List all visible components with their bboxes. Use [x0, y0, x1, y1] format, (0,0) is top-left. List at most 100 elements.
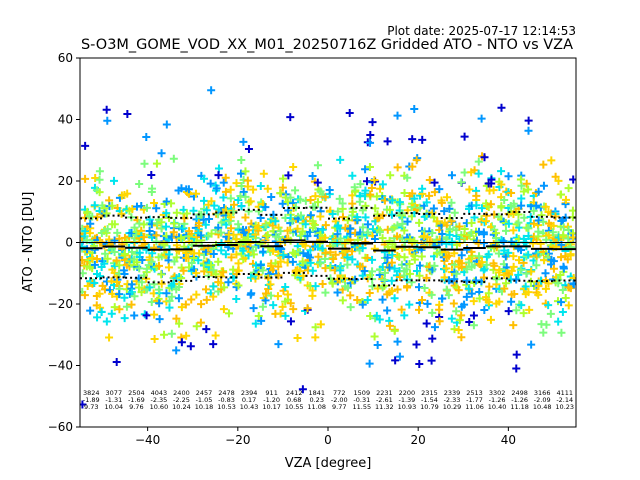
scatter-point	[558, 307, 567, 316]
scatter-point	[286, 193, 295, 202]
scatter-point	[289, 305, 298, 314]
scatter-point	[192, 322, 201, 331]
scatter-point	[210, 201, 219, 210]
scatter-point	[103, 225, 112, 234]
scatter-point	[391, 356, 400, 365]
scatter-point	[93, 213, 102, 222]
scatter-point	[281, 311, 290, 320]
scatter-point	[509, 321, 518, 330]
scatter-point	[504, 172, 513, 181]
scatter-point	[358, 232, 367, 241]
bin-count-label: 2339	[444, 389, 461, 397]
scatter-point	[527, 340, 536, 349]
scatter-point	[457, 178, 466, 187]
scatter-point	[261, 289, 270, 298]
scatter-point	[90, 201, 99, 210]
scatter-point	[100, 259, 109, 268]
scatter-point	[460, 300, 469, 309]
scatter-point	[177, 338, 186, 347]
scatter-point	[445, 230, 454, 239]
scatter-point	[316, 259, 325, 268]
scatter-point	[140, 159, 149, 168]
scatter-point	[209, 340, 218, 349]
scatter-point	[207, 86, 216, 95]
scatter-point	[283, 197, 292, 206]
scatter-point	[150, 199, 159, 208]
scatter-point	[435, 305, 444, 314]
bin-count-label: 2412	[286, 389, 303, 397]
scatter-point	[412, 267, 421, 276]
scatter-point	[427, 356, 436, 365]
scatter-point	[559, 231, 568, 240]
plot-date: Plot date: 2025-07-17 12:14:53	[387, 24, 576, 38]
scatter-point	[192, 290, 201, 299]
scatter-point	[336, 155, 345, 164]
scatter-point	[160, 330, 169, 339]
scatter-point	[521, 282, 530, 291]
scatter-point	[447, 314, 456, 323]
scatter-point	[405, 300, 414, 309]
scatter-point	[197, 231, 206, 240]
bin-count-label: 2478	[218, 389, 235, 397]
scatter-point	[346, 224, 355, 233]
scatter-point	[244, 145, 253, 154]
scatter-point	[276, 309, 285, 318]
bin-mean-label: -2.35	[150, 396, 167, 404]
scatter-point	[296, 195, 305, 204]
scatter-point	[234, 259, 243, 268]
scatter-point	[241, 192, 250, 201]
scatter-point	[86, 306, 95, 315]
scatter-point	[157, 149, 166, 158]
scatter-point	[429, 204, 438, 213]
scatter-point	[209, 292, 218, 301]
scatter-point	[311, 192, 320, 201]
bin-mean-label: -0.83	[218, 396, 235, 404]
scatter-point	[145, 283, 154, 292]
scatter-point	[491, 229, 500, 238]
scatter-point	[150, 310, 159, 319]
scatter-point	[455, 316, 464, 325]
bin-std-label: 10.29	[443, 403, 462, 411]
scatter-point	[361, 201, 370, 210]
scatter-point	[425, 191, 434, 200]
scatter-point	[137, 278, 146, 287]
scatter-point	[308, 266, 317, 275]
scatter-point	[367, 183, 376, 192]
scatter-point	[96, 303, 105, 312]
scatter-point	[479, 230, 488, 239]
scatter-point	[331, 250, 340, 259]
scatter-point	[120, 233, 129, 242]
bin-mean-label: -1.54	[421, 396, 438, 404]
scatter-point	[80, 242, 86, 251]
scatter-point	[112, 256, 121, 265]
scatter-point	[418, 295, 427, 304]
scatter-point	[387, 276, 396, 285]
scatter-point	[464, 284, 473, 293]
scatter-point	[122, 237, 131, 246]
scatter-point	[329, 255, 338, 264]
scatter-point	[271, 217, 280, 226]
bin-mean-label: 0.68	[287, 396, 301, 404]
scatter-point	[200, 174, 209, 183]
scatter-point	[415, 203, 424, 212]
scatter-point	[480, 153, 489, 162]
scatter-point	[450, 208, 459, 217]
scatter-point	[378, 295, 387, 304]
bin-std-label: 9.73	[84, 403, 98, 411]
scatter-point	[529, 219, 538, 228]
scatter-point	[301, 220, 310, 229]
scatter-point	[450, 260, 459, 269]
scatter-point	[403, 217, 412, 226]
scatter-point	[509, 252, 518, 261]
scatter-point	[226, 194, 235, 203]
scatter-point	[164, 263, 173, 272]
scatter-point	[207, 261, 216, 270]
scatter-point	[103, 254, 112, 263]
scatter-point	[514, 270, 523, 279]
scatter-point	[524, 288, 533, 297]
scatter-point	[400, 311, 409, 320]
scatter-point	[368, 267, 377, 276]
scatter-point	[202, 325, 211, 334]
scatter-point	[175, 319, 184, 328]
scatter-point	[338, 199, 347, 208]
